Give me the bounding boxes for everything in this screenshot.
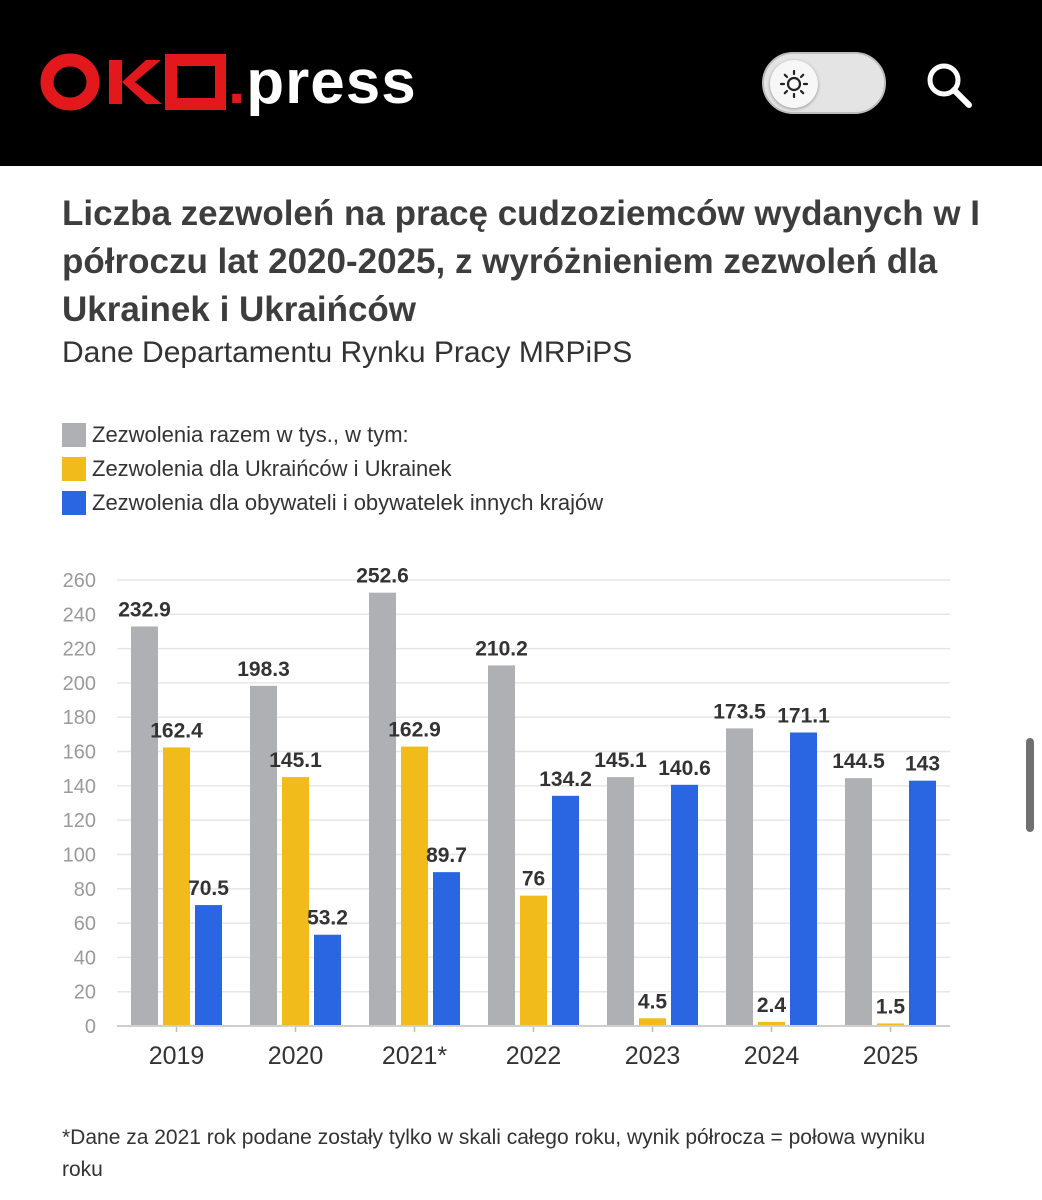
bar-f1bc1b [877, 1023, 904, 1026]
y-tick-label: 40 [74, 947, 96, 969]
bar-aeb0b3 [369, 592, 396, 1026]
y-tick-label: 60 [74, 913, 96, 935]
theme-toggle-knob[interactable] [770, 60, 818, 108]
data-label: 173.5 [713, 700, 766, 723]
bar-aeb0b3 [250, 685, 277, 1026]
logo-oko-graphic [40, 53, 226, 111]
data-label: 198.3 [237, 658, 290, 681]
bar-2a66e2 [909, 780, 936, 1026]
bar-f1bc1b [639, 1018, 666, 1026]
bar-chart: 0 20 40 60 80 100 120 140 160 180 200 220 240 260 2019… [63, 565, 950, 1070]
bar-2a66e2 [552, 795, 579, 1026]
bar-f1bc1b [758, 1021, 785, 1026]
legend-label-total: Zezwolenia razem w tys., w tym: [92, 422, 409, 447]
legend-item-ukraine: Zezwolenia dla Ukraińców i Ukrainek [62, 452, 603, 486]
data-label: 89.7 [426, 844, 467, 867]
bar-aeb0b3 [845, 778, 872, 1026]
legend-item-total: Zezwolenia razem w tys., w tym: [62, 418, 603, 452]
y-tick-label: 200 [63, 673, 96, 695]
data-label: 171.1 [777, 704, 830, 727]
page-scrollbar[interactable] [1026, 738, 1034, 832]
bar-2a66e2 [195, 905, 222, 1026]
data-label: 145.1 [269, 749, 322, 772]
search-icon [927, 63, 972, 108]
data-label: 53.2 [307, 907, 348, 930]
chart-footnote: *Dane za 2021 rok podane zostały tylko w… [62, 1126, 926, 1181]
y-tick-label: 160 [63, 742, 96, 764]
bar-f1bc1b [401, 746, 428, 1026]
y-tick-label: 220 [63, 639, 96, 661]
data-label: 70.5 [188, 877, 229, 900]
data-label: 76 [522, 868, 545, 891]
y-tick-label: 120 [63, 810, 96, 832]
data-label: 144.5 [832, 750, 885, 773]
legend-label-other: Zezwolenia dla obywateli i obywatelek in… [92, 490, 604, 515]
data-label: 140.6 [658, 757, 711, 780]
logo-wordmark: .press [228, 47, 417, 118]
data-label: 210.2 [475, 637, 528, 660]
bar-f1bc1b [520, 895, 547, 1026]
logo-dot: . [228, 47, 247, 117]
logo-oko-mark [40, 50, 226, 114]
x-tick-label: 2022 [506, 1042, 562, 1070]
x-tick-label: 2021* [382, 1042, 448, 1070]
data-label: 232.9 [118, 598, 171, 621]
data-label: 134.2 [539, 768, 592, 791]
y-tick-label: 140 [63, 776, 96, 798]
legend-swatch-total [62, 423, 86, 447]
bar-2a66e2 [433, 872, 460, 1026]
x-tick-label: 2020 [268, 1042, 324, 1070]
bar-aeb0b3 [488, 665, 515, 1026]
chart-legend: Zezwolenia razem w tys., w tym: Zezwolen… [62, 418, 603, 520]
data-label: 162.4 [150, 719, 203, 742]
chart-title: Liczba zezwoleń na pracę cudzoziemców wy… [62, 194, 981, 329]
data-label: 143 [905, 753, 940, 776]
x-tick-label: 2019 [149, 1042, 205, 1070]
bar-aeb0b3 [607, 777, 634, 1026]
chart-subtitle: Dane Departamentu Rynku Pracy MRPiPS [62, 336, 633, 369]
search-button[interactable] [922, 58, 976, 112]
y-tick-label: 0 [85, 1016, 96, 1038]
data-label: 252.6 [356, 565, 409, 588]
logo-press: press [246, 47, 417, 117]
legend-label-ukraine: Zezwolenia dla Ukraińców i Ukrainek [92, 456, 452, 481]
bar-f1bc1b [282, 777, 309, 1026]
y-tick-label: 180 [63, 707, 96, 729]
x-tick-label: 2025 [863, 1042, 919, 1070]
theme-toggle[interactable] [762, 52, 886, 114]
data-label: 162.9 [388, 719, 441, 742]
data-label: 1.5 [876, 995, 906, 1018]
data-label: 4.5 [638, 990, 668, 1013]
data-label: 2.4 [757, 994, 787, 1017]
y-tick-label: 100 [63, 844, 96, 866]
bar-2a66e2 [790, 732, 817, 1026]
y-tick-label: 260 [63, 570, 96, 592]
bar-f1bc1b [163, 747, 190, 1026]
y-tick-label: 20 [74, 982, 96, 1004]
site-header: .press [0, 0, 1042, 166]
bar-2a66e2 [314, 934, 341, 1026]
bar-2a66e2 [671, 784, 698, 1026]
y-tick-label: 240 [63, 604, 96, 626]
legend-swatch-other [62, 491, 86, 515]
legend-item-other: Zezwolenia dla obywateli i obywatelek in… [62, 486, 603, 520]
bar-aeb0b3 [131, 626, 158, 1026]
bar-aeb0b3 [726, 728, 753, 1026]
y-tick-label: 80 [74, 879, 96, 901]
sun-icon [779, 69, 809, 99]
data-label: 145.1 [594, 749, 647, 772]
x-tick-label: 2023 [625, 1042, 681, 1070]
okopress-logo[interactable]: .press [40, 42, 417, 122]
legend-swatch-ukraine [62, 457, 86, 481]
x-tick-label: 2024 [744, 1042, 800, 1070]
